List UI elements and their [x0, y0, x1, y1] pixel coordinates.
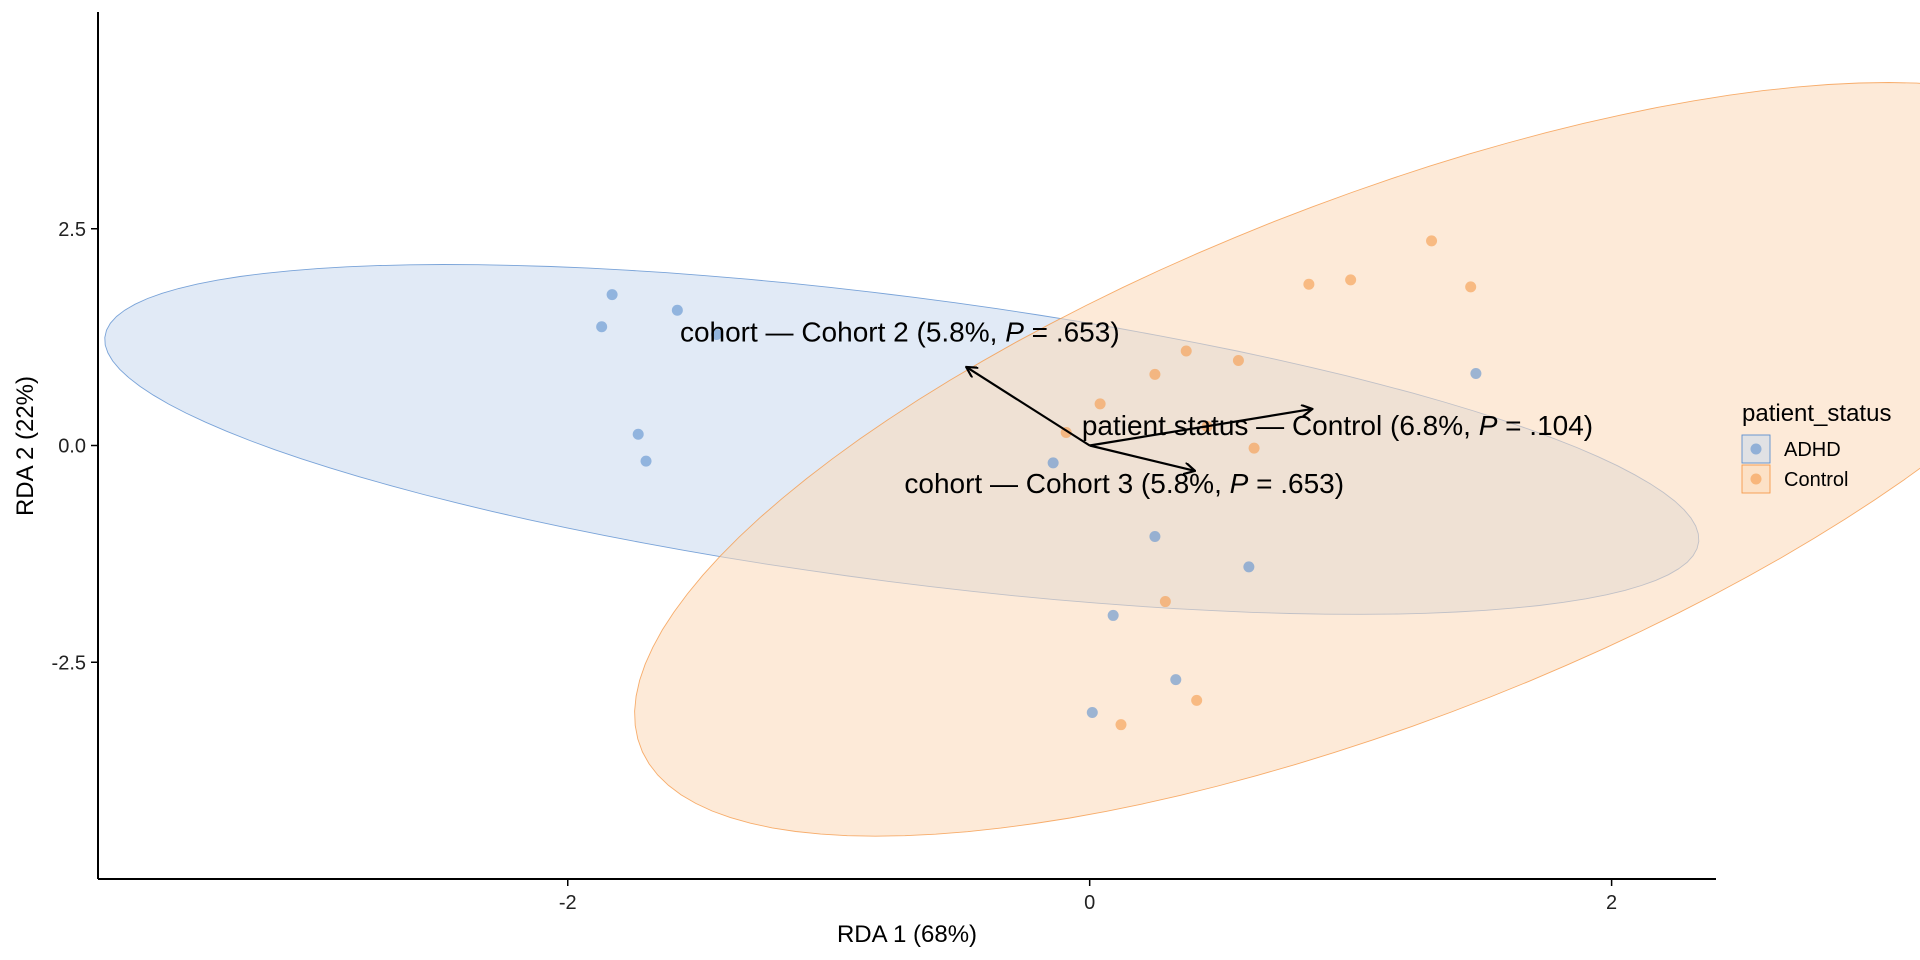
- point-adhd-13: [1470, 368, 1482, 380]
- arrow-label-2: cohort — Cohort 3 (5.8%, P = .653): [904, 468, 1344, 499]
- point-control-11: [1248, 442, 1260, 454]
- point-adhd-12: [1086, 707, 1098, 719]
- x-tick-label: 2: [1606, 892, 1617, 914]
- point-control-2: [1345, 274, 1357, 286]
- legend-entries: ADHD Control: [1741, 434, 1848, 494]
- point-adhd-4: [710, 329, 722, 341]
- legend-label-adhd: ADHD: [1784, 439, 1841, 461]
- point-control-4: [1465, 281, 1477, 293]
- y-tick-label: 0.0: [58, 436, 86, 458]
- y-axis-title: RDA 2 (22%): [12, 376, 39, 516]
- arrow-layer: [967, 367, 1311, 470]
- point-adhd-6: [640, 455, 652, 467]
- point-adhd-7: [1047, 457, 1059, 469]
- legend-key-point-adhd: [1750, 443, 1762, 455]
- arrow-label-3: patient status — Control (6.8%, P = .104…: [1082, 410, 1593, 441]
- arrow-label-1: cohort — Cohort 2 (5.8%, P = .653): [680, 316, 1120, 347]
- arrow-label-layer: cohort — Cohort 2 (5.8%, P = .653) cohort…: [680, 316, 1593, 499]
- x-tick-label: -2: [559, 892, 577, 914]
- point-adhd-8: [1149, 531, 1161, 543]
- arrow-2: [1089, 444, 1194, 471]
- point-control-13: [1191, 694, 1203, 706]
- ellipse-layer: [104, 82, 1920, 837]
- legend: patient_status ADHD Control: [1741, 400, 1891, 494]
- point-control-12: [1159, 596, 1171, 608]
- arrow-1: [967, 367, 1091, 447]
- point-control-7: [1149, 368, 1161, 380]
- point-control-14: [1115, 719, 1127, 731]
- legend-label-control: Control: [1784, 469, 1848, 491]
- point-control-5: [1180, 345, 1192, 357]
- point-adhd-5: [632, 428, 644, 440]
- x-axis-title: RDA 1 (68%): [837, 921, 977, 948]
- arrow-3: [1089, 409, 1312, 447]
- point-control-6: [1232, 355, 1244, 367]
- x-tick-label: 0: [1084, 892, 1095, 914]
- point-adhd-3: [671, 304, 683, 316]
- y-tick-label: 2.5: [58, 219, 86, 241]
- point-adhd-10: [1107, 609, 1119, 621]
- point-adhd-11: [1170, 674, 1182, 686]
- tick-layer: -2 0 2 2.5 0.0 -2.5: [52, 219, 1618, 914]
- ellipse-control: [634, 82, 1920, 837]
- point-adhd-2: [596, 321, 608, 333]
- point-adhd-1: [606, 289, 618, 301]
- point-control-8: [1094, 398, 1106, 410]
- point-adhd-9: [1243, 561, 1255, 573]
- point-control-1: [1303, 278, 1315, 290]
- point-control-3: [1426, 235, 1438, 247]
- legend-key-point-control: [1750, 473, 1762, 485]
- legend-title: patient_status: [1742, 400, 1891, 427]
- y-tick-label: -2.5: [52, 652, 86, 674]
- point-layer: [596, 235, 1482, 731]
